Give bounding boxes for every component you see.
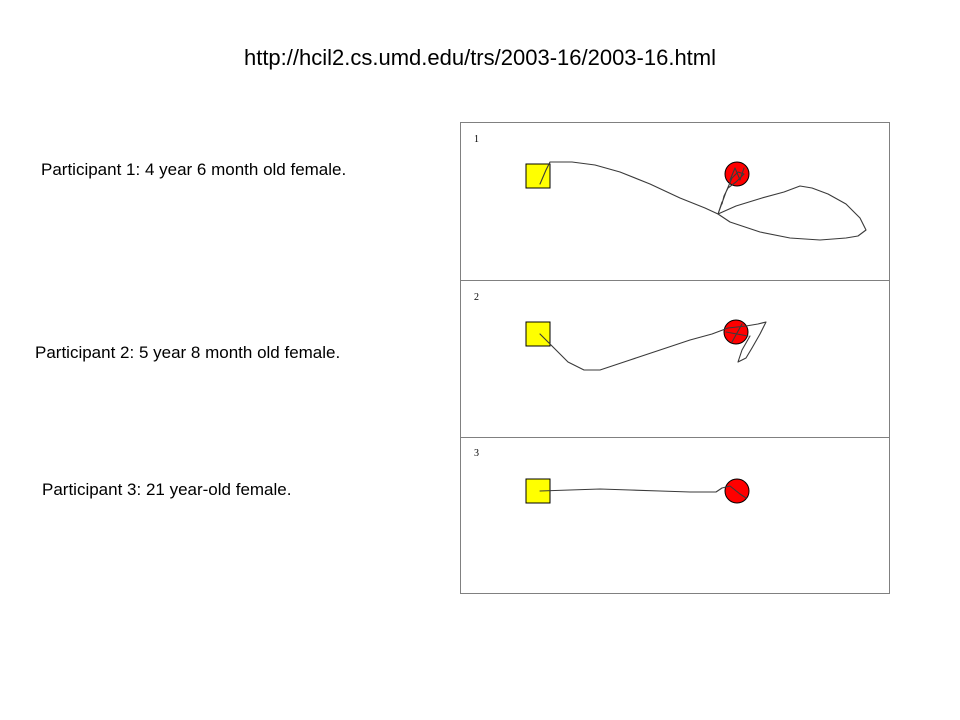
trajectory-panels: 1 2 3: [460, 122, 890, 594]
participant-2-caption: Participant 2: 5 year 8 month old female…: [35, 343, 341, 362]
panel-2-border: [460, 280, 890, 438]
source-url: http://hcil2.cs.umd.edu/trs/2003-16/2003…: [243, 45, 717, 70]
panel-3: 3: [460, 437, 890, 594]
panel-1-drawn-path: [539, 161, 867, 241]
trajectory-figure: 1 2 3: [460, 122, 890, 594]
panel-3-border: [460, 437, 890, 594]
panel-2-start-square-icon: [525, 321, 551, 347]
participant-1-caption: Participant 1: 4 year 6 month old female…: [41, 160, 347, 179]
panel-3-number: 3: [474, 448, 479, 459]
panel-1-number: 1: [474, 134, 479, 145]
panel-1-start-square-icon: [525, 163, 551, 189]
panel-2-number: 2: [474, 292, 479, 303]
panel-1: 1: [460, 122, 890, 281]
participant-3-caption: Participant 3: 21 year-old female.: [42, 480, 292, 499]
panel-1-border: [460, 122, 890, 281]
panel-3-drawn-path: [539, 485, 747, 499]
panel-2: 2: [460, 280, 890, 438]
panel-2-drawn-path: [539, 321, 767, 371]
